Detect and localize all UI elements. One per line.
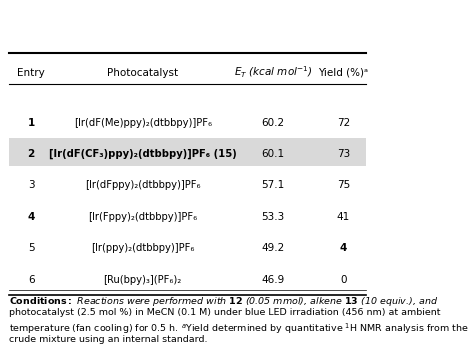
- Text: 49.2: 49.2: [261, 243, 284, 253]
- Text: 5: 5: [28, 243, 35, 253]
- Text: 73: 73: [337, 149, 350, 159]
- Text: 57.1: 57.1: [261, 181, 284, 191]
- Text: Photocatalyst: Photocatalyst: [107, 67, 178, 78]
- Text: 4: 4: [340, 243, 347, 253]
- Text: 60.2: 60.2: [261, 118, 284, 128]
- Text: [Ir(Fppy)₂(dtbbpy)]PF₆: [Ir(Fppy)₂(dtbbpy)]PF₆: [88, 212, 197, 222]
- Text: 60.1: 60.1: [261, 149, 284, 159]
- Text: 6: 6: [28, 275, 35, 285]
- Text: 2: 2: [27, 149, 35, 159]
- Text: [Ru(bpy)₃](PF₆)₂: [Ru(bpy)₃](PF₆)₂: [103, 275, 182, 285]
- Text: [Ir(ppy)₂(dtbbpy)]PF₆: [Ir(ppy)₂(dtbbpy)]PF₆: [91, 243, 194, 253]
- Text: 41: 41: [337, 212, 350, 222]
- Text: 72: 72: [337, 118, 350, 128]
- Text: [Ir(dFppy)₂(dtbbpy)]PF₆: [Ir(dFppy)₂(dtbbpy)]PF₆: [85, 181, 201, 191]
- Text: 3: 3: [28, 181, 35, 191]
- Text: 46.9: 46.9: [261, 275, 284, 285]
- Text: [Ir(dF(CF₃)ppy)₂(dtbbpy)]PF₆ (15): [Ir(dF(CF₃)ppy)₂(dtbbpy)]PF₆ (15): [49, 149, 237, 159]
- Text: Entry: Entry: [17, 67, 45, 78]
- Text: 53.3: 53.3: [261, 212, 284, 222]
- Text: $\bf{Conditions:}$ Reactions were performed with $\bf{12}$ (0.05 mmol), alkene $: $\bf{Conditions:}$ Reactions were perfor…: [9, 295, 438, 308]
- Text: temperature (fan cooling) for 0.5 h. $^a$Yield determined by quantitative $^1$H : temperature (fan cooling) for 0.5 h. $^a…: [9, 322, 468, 336]
- Text: crude mixture using an internal standard.: crude mixture using an internal standard…: [9, 335, 207, 344]
- FancyBboxPatch shape: [9, 137, 365, 166]
- Text: photocatalyst (2.5 mol %) in MeCN (0.1 M) under blue LED irradiation (456 nm) at: photocatalyst (2.5 mol %) in MeCN (0.1 M…: [9, 308, 440, 317]
- Text: Yield (%)ᵃ: Yield (%)ᵃ: [319, 67, 368, 78]
- Text: [Ir(dF(Me)ppy)₂(dtbbpy)]PF₆: [Ir(dF(Me)ppy)₂(dtbbpy)]PF₆: [73, 118, 212, 128]
- Text: 0: 0: [340, 275, 346, 285]
- Text: 4: 4: [27, 212, 35, 222]
- Text: 75: 75: [337, 181, 350, 191]
- Text: 1: 1: [27, 118, 35, 128]
- Text: $E$$_T$ (kcal mol$^{-1}$): $E$$_T$ (kcal mol$^{-1}$): [234, 65, 312, 80]
